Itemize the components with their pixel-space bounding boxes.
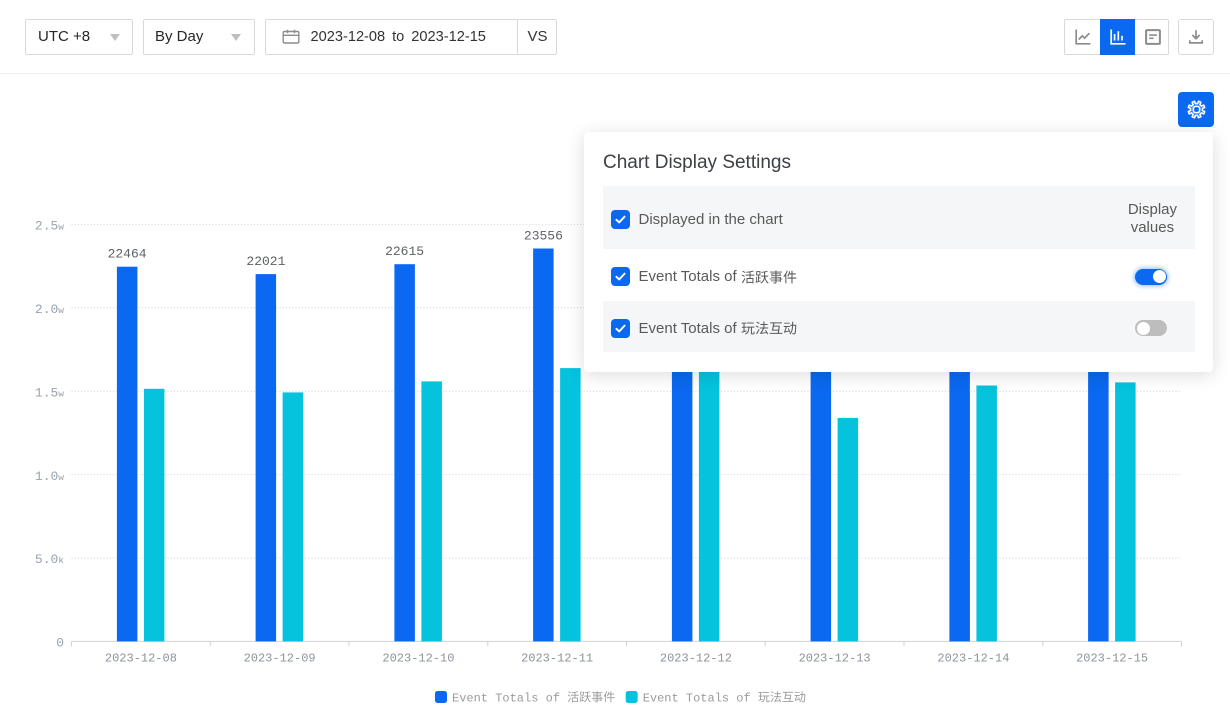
svg-text:1.5w: 1.5w [35, 385, 64, 400]
svg-text:2.5w: 2.5w [35, 219, 64, 234]
svg-text:22021: 22021 [246, 254, 285, 269]
svg-text:2023-12-08: 2023-12-08 [105, 651, 177, 665]
svg-text:2023-12-10: 2023-12-10 [382, 651, 454, 665]
svg-text:1.0w: 1.0w [35, 469, 64, 484]
svg-text:22464: 22464 [108, 247, 147, 262]
svg-text:22615: 22615 [385, 244, 424, 259]
svg-text:Event Totals of: Event Totals of [452, 691, 560, 705]
svg-text:2.0w: 2.0w [35, 302, 64, 317]
svg-text:2023-12-12: 2023-12-12 [660, 651, 732, 665]
svg-text:2023-12-14: 2023-12-14 [937, 651, 1009, 665]
svg-text:2023-12-13: 2023-12-13 [799, 651, 871, 665]
svg-text:Event Totals of: Event Totals of [643, 691, 751, 705]
svg-text:5.0k: 5.0k [35, 552, 64, 567]
svg-text:2023-12-11: 2023-12-11 [521, 651, 593, 665]
svg-text:0: 0 [56, 636, 64, 651]
svg-text:2023-12-09: 2023-12-09 [244, 651, 316, 665]
svg-text:2023-12-15: 2023-12-15 [1076, 651, 1148, 665]
svg-text:23556: 23556 [524, 229, 563, 244]
